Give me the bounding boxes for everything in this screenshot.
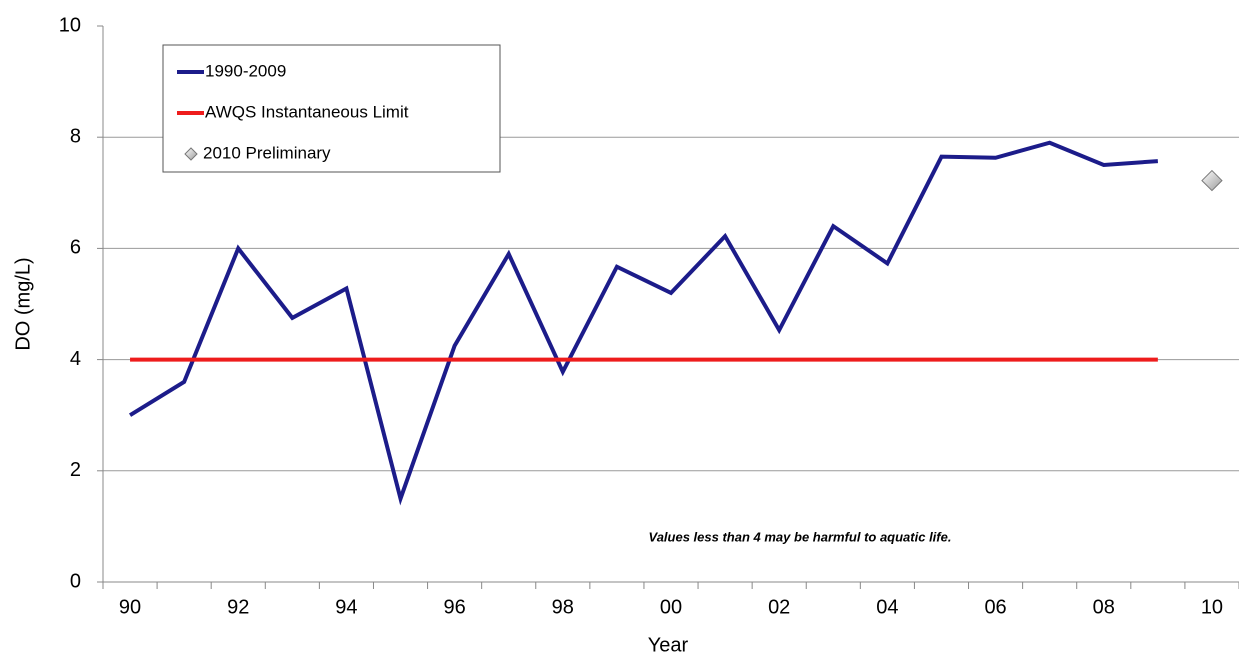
y-tick-label: 2 [70,459,81,481]
x-tick-label: 02 [768,596,790,618]
y-tick-label: 6 [70,237,81,259]
x-tick-label: 08 [1093,596,1115,618]
series-line [128,140,1159,506]
y-tick-label: 10 [59,14,81,36]
marker [184,147,198,161]
x-tick-label: 98 [552,596,574,618]
x-axis-label: Year [648,634,689,656]
x-tick-label: 00 [660,596,682,618]
x-tick-label: 04 [876,596,898,618]
legend-label: 1990-2009 [205,61,286,80]
x-tick-label: 96 [443,596,465,618]
legend-box [162,44,501,173]
x-tick-label: 06 [984,596,1006,618]
y-axis-label: DO (mg/L) [12,257,34,350]
annotation: Values less than 4 may be harmful to aqu… [649,529,952,544]
marker [1201,169,1223,192]
y-tick-label: 8 [70,125,81,147]
x-tick-label: 92 [227,596,249,618]
x-tick-label: 94 [335,596,357,618]
y-tick-label: 4 [70,348,81,370]
x-tick-label: 90 [119,596,141,618]
x-tick-label: 10 [1201,596,1223,618]
legend-label: AWQS Instantaneous Limit [205,102,409,121]
y-tick-label: 0 [70,570,81,592]
legend-label: 2010 Preliminary [203,143,331,162]
